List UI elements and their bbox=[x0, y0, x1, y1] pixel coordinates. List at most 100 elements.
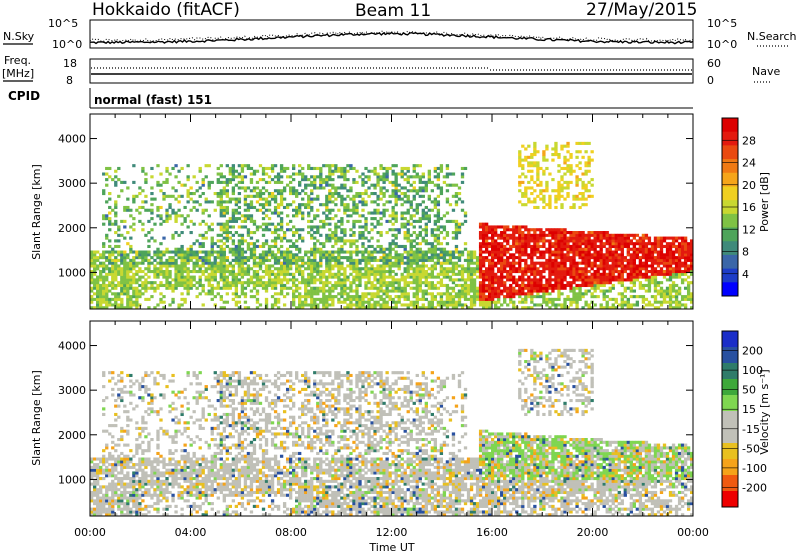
heatmap-cell bbox=[454, 219, 459, 223]
heatmap-cell bbox=[168, 281, 172, 285]
heatmap-cell bbox=[334, 189, 338, 193]
heatmap-cell bbox=[334, 166, 338, 171]
heatmap-cell bbox=[512, 267, 516, 271]
heatmap-cell bbox=[325, 208, 329, 212]
heatmap-cell bbox=[174, 264, 178, 268]
heatmap-cell bbox=[361, 244, 365, 249]
heatmap-cell bbox=[307, 219, 311, 223]
heatmap-cell bbox=[276, 297, 281, 301]
heatmap-cell bbox=[276, 180, 281, 184]
heatmap-cell bbox=[415, 247, 419, 251]
heatmap-cell bbox=[581, 256, 585, 260]
heatmap-cell bbox=[186, 278, 190, 282]
heatmap-cell bbox=[614, 264, 618, 268]
heatmap-cell bbox=[563, 228, 567, 232]
heatmap-cell bbox=[466, 261, 471, 265]
heatmap-cell bbox=[487, 264, 492, 268]
heatmap-cell bbox=[533, 144, 537, 148]
heatmap-cell bbox=[593, 233, 597, 237]
heatmap-cell bbox=[551, 147, 555, 151]
heatmap-cell bbox=[210, 239, 214, 243]
heatmap-cell bbox=[391, 180, 395, 184]
heatmap-cell bbox=[210, 297, 214, 301]
heatmap-cell bbox=[174, 278, 178, 282]
heatmap-cell bbox=[527, 283, 531, 288]
heatmap-cell bbox=[114, 286, 118, 290]
heatmap-cell bbox=[653, 275, 658, 279]
heatmap-cell bbox=[382, 278, 386, 282]
freq-tick-bottom: 8 bbox=[66, 74, 73, 87]
heatmap-cell bbox=[352, 258, 356, 262]
heatmap-cell bbox=[533, 272, 537, 276]
heatmap-cell bbox=[554, 231, 558, 235]
heatmap-cell bbox=[319, 166, 323, 171]
heatmap-cell bbox=[219, 295, 223, 299]
heatmap-cell bbox=[671, 244, 676, 249]
heatmap-cell bbox=[644, 270, 649, 274]
heatmap-cell bbox=[153, 286, 157, 290]
heatmap-cell bbox=[584, 161, 588, 165]
heatmap-cell bbox=[135, 297, 139, 301]
heatmap-cell bbox=[361, 303, 365, 307]
heatmap-cell bbox=[352, 261, 356, 265]
heatmap-cell bbox=[542, 242, 546, 246]
heatmap-cell bbox=[171, 286, 175, 290]
heatmap-cell bbox=[358, 225, 362, 229]
heatmap-cell bbox=[683, 297, 688, 301]
heatmap-cell bbox=[596, 283, 600, 288]
heatmap-cell bbox=[231, 211, 236, 215]
heatmap-cell bbox=[231, 214, 236, 218]
heatmap-cell bbox=[222, 211, 226, 215]
heatmap-cell bbox=[168, 250, 172, 254]
heatmap-cell bbox=[478, 242, 483, 246]
heatmap-cell bbox=[144, 178, 148, 182]
heatmap-cell bbox=[545, 158, 549, 162]
heatmap-cell bbox=[310, 219, 314, 223]
heatmap-cell bbox=[557, 155, 561, 159]
heatmap-cell bbox=[93, 278, 97, 282]
heatmap-cell bbox=[442, 256, 447, 260]
heatmap-cell bbox=[530, 292, 534, 296]
heatmap-cell bbox=[536, 295, 540, 299]
heatmap-cell bbox=[231, 192, 236, 196]
heatmap-cell bbox=[249, 189, 254, 193]
heatmap-cell bbox=[683, 264, 688, 268]
heatmap-cell bbox=[427, 256, 431, 260]
heatmap-cell bbox=[337, 225, 341, 229]
heatmap-cell bbox=[204, 278, 208, 282]
heatmap-cell bbox=[135, 256, 139, 260]
heatmap-cell bbox=[472, 253, 477, 257]
heatmap-cell bbox=[491, 289, 495, 293]
heatmap-cell bbox=[108, 261, 112, 265]
heatmap-cell bbox=[370, 286, 374, 290]
heatmap-cell bbox=[349, 297, 353, 301]
heatmap-cell bbox=[388, 281, 392, 285]
heatmap-cell bbox=[352, 270, 356, 274]
heatmap-cell bbox=[466, 267, 471, 271]
heatmap-cell bbox=[409, 300, 413, 304]
heatmap-cell bbox=[536, 161, 540, 165]
heatmap-cell bbox=[632, 236, 637, 240]
heatmap-cell bbox=[632, 278, 637, 282]
heatmap-cell bbox=[644, 242, 649, 246]
heatmap-cell bbox=[494, 225, 498, 229]
heatmap-cell bbox=[292, 231, 296, 235]
heatmap-cell bbox=[99, 306, 103, 310]
heatmap-cell bbox=[421, 175, 425, 179]
heatmap-cell bbox=[421, 303, 425, 307]
heatmap-cell bbox=[497, 297, 501, 301]
heatmap-cell bbox=[352, 239, 356, 243]
heatmap-cell bbox=[258, 253, 263, 257]
heatmap-cell bbox=[578, 289, 582, 293]
heatmap-cell bbox=[261, 203, 266, 207]
heatmap-cell bbox=[307, 261, 311, 265]
heatmap-cell bbox=[617, 270, 621, 274]
heatmap-cell bbox=[506, 261, 510, 265]
heatmap-cell bbox=[171, 297, 175, 301]
heatmap-cell bbox=[138, 219, 142, 223]
heatmap-cell bbox=[406, 180, 410, 184]
heatmap-cell bbox=[620, 267, 624, 271]
heatmap-cell bbox=[542, 261, 546, 265]
heatmap-cell bbox=[445, 175, 450, 179]
heatmap-cell bbox=[328, 197, 332, 201]
